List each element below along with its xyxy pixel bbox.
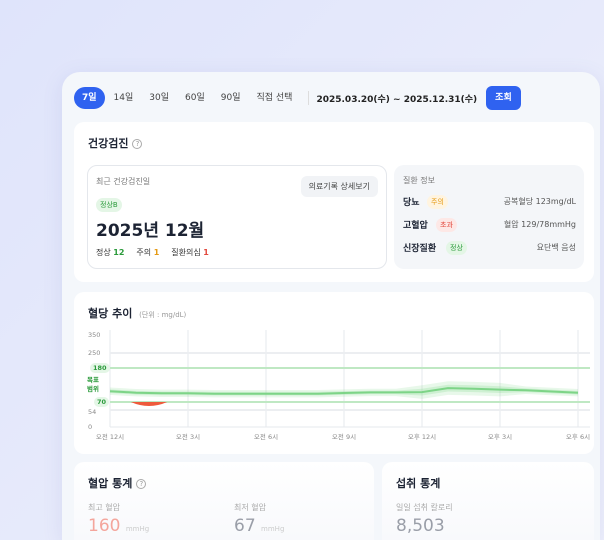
disease-info-box: 질환 정보 당뇨 주의 공복혈당 123mg/dL 고혈압 초과 혈압 129/78mmH… bbox=[394, 165, 584, 269]
y-tick-target: 180 bbox=[90, 363, 110, 373]
disease-status-badge: 초과 bbox=[436, 218, 457, 232]
date-range[interactable]: 2025.03.20(수) ~ 2025.12.31(수) bbox=[316, 94, 478, 105]
count-item: 질환의심 1 bbox=[171, 247, 209, 258]
target-label: 범위 bbox=[87, 385, 99, 393]
x-tick: 오전 3시 bbox=[175, 433, 201, 441]
disease-status-badge: 정상 bbox=[446, 241, 467, 255]
target-label: 목표 bbox=[87, 376, 99, 384]
bp-title: 혈압 통계? bbox=[88, 475, 147, 491]
x-tick: 오후 6시 bbox=[565, 433, 591, 441]
recent-checkup-box: 최근 건강검진일 의료기록 상세보기 정상B 2025년 12월 정상 12 주의… bbox=[87, 165, 387, 269]
max-bp-number: 160 bbox=[88, 516, 121, 536]
min-bp-label: 최저 혈압 bbox=[234, 503, 266, 512]
period-7d[interactable]: 7일 bbox=[74, 87, 105, 109]
divider bbox=[308, 91, 310, 105]
result-counts: 정상 12 주의 1 질환의심 1 bbox=[96, 247, 209, 258]
count-label: 주의 bbox=[136, 248, 152, 257]
bp-title-text: 혈압 통계 bbox=[88, 477, 133, 490]
disease-detail: 요단백 음성 bbox=[536, 243, 576, 252]
y-tick: 0 bbox=[88, 423, 93, 431]
count-value: 12 bbox=[113, 248, 125, 257]
count-item: 정상 12 bbox=[96, 247, 124, 258]
period-14d[interactable]: 14일 bbox=[113, 93, 134, 103]
calorie-value: 8,503 bbox=[396, 516, 445, 536]
count-label: 정상 bbox=[96, 248, 111, 257]
intake-card: 섭취 통계 일일 섭취 칼로리 8,503 bbox=[382, 462, 594, 540]
search-button[interactable]: 조회 bbox=[486, 86, 521, 110]
help-icon[interactable]: ? bbox=[136, 479, 147, 489]
checkup-date: 2025년 12월 bbox=[96, 221, 205, 241]
disease-name: 고혈압 bbox=[403, 221, 428, 231]
detail-button[interactable]: 의료기록 상세보기 bbox=[300, 176, 378, 197]
checkup-title-text: 건강검진 bbox=[88, 137, 129, 150]
glucose-card: 혈당 추이 (단위 : mg/dL) 0 54 70 180 250 350 오전 12시 오… bbox=[74, 292, 594, 454]
period-60d[interactable]: 60일 bbox=[185, 93, 205, 103]
intake-title: 섭취 통계 bbox=[396, 477, 441, 490]
period-toolbar: 7일 14일 30일 60일 90일 직접 선택 2025.03.20(수) ~… bbox=[74, 86, 521, 110]
disease-name: 당뇨 bbox=[403, 198, 420, 208]
x-tick: 오후 3시 bbox=[487, 433, 513, 441]
count-item: 주의 1 bbox=[136, 247, 159, 258]
recent-checkup-label: 최근 건강검진일 bbox=[96, 177, 151, 186]
unit: mmHg bbox=[261, 525, 285, 533]
glucose-title: 혈당 추이 (단위 : mg/dL) bbox=[88, 305, 186, 321]
glucose-median-line bbox=[109, 387, 579, 395]
period-custom[interactable]: 직접 선택 bbox=[256, 93, 293, 103]
disease-detail: 공복혈당 123mg/dL bbox=[503, 197, 576, 206]
max-bp-label: 최고 혈압 bbox=[88, 503, 120, 512]
calorie-label: 일일 섭취 칼로리 bbox=[396, 503, 453, 512]
period-30d[interactable]: 30일 bbox=[149, 93, 170, 103]
count-value: 1 bbox=[153, 248, 160, 257]
disease-info-title: 질환 정보 bbox=[403, 176, 435, 185]
min-bp-number: 67 bbox=[234, 516, 256, 536]
glucose-chart bbox=[109, 330, 590, 428]
count-label: 질환의심 bbox=[171, 248, 201, 257]
grade-badge: 정상B bbox=[96, 198, 122, 212]
low-glucose-area bbox=[130, 402, 168, 406]
x-tick: 오전 12시 bbox=[95, 433, 125, 441]
disease-name: 신장질환 bbox=[403, 244, 437, 254]
y-tick: 350 bbox=[88, 331, 101, 339]
dashboard-panel: 7일 14일 30일 60일 90일 직접 선택 2025.03.20(수) ~… bbox=[62, 72, 600, 540]
x-tick: 오전 6시 bbox=[253, 433, 279, 441]
count-value: 1 bbox=[203, 248, 209, 257]
x-tick: 오전 9시 bbox=[331, 433, 357, 441]
disease-status-badge: 주의 bbox=[427, 195, 448, 209]
unit: mmHg bbox=[125, 525, 150, 533]
help-icon[interactable]: ? bbox=[132, 139, 143, 149]
y-tick-target: 70 bbox=[94, 397, 110, 407]
checkup-title: 건강검진? bbox=[88, 135, 143, 151]
glucose-unit: (단위 : mg/dL) bbox=[139, 311, 187, 319]
y-tick: 54 bbox=[88, 408, 97, 416]
glucose-title-text: 혈당 추이 bbox=[88, 307, 133, 320]
min-bp-value: 67 mmHg bbox=[234, 516, 284, 536]
checkup-card: 건강검진? 최근 건강검진일 의료기록 상세보기 정상B 2025년 12월 정… bbox=[74, 122, 594, 282]
x-tick: 오후 12시 bbox=[407, 433, 437, 441]
max-bp-value: 160 mmHg bbox=[88, 516, 149, 536]
bp-card: 혈압 통계? 최고 혈압 160 mmHg 최저 혈압 67 mmHg bbox=[74, 462, 374, 540]
y-tick: 250 bbox=[88, 349, 101, 357]
disease-detail: 혈압 129/78mmHg bbox=[503, 220, 576, 229]
period-90d[interactable]: 90일 bbox=[220, 93, 241, 103]
